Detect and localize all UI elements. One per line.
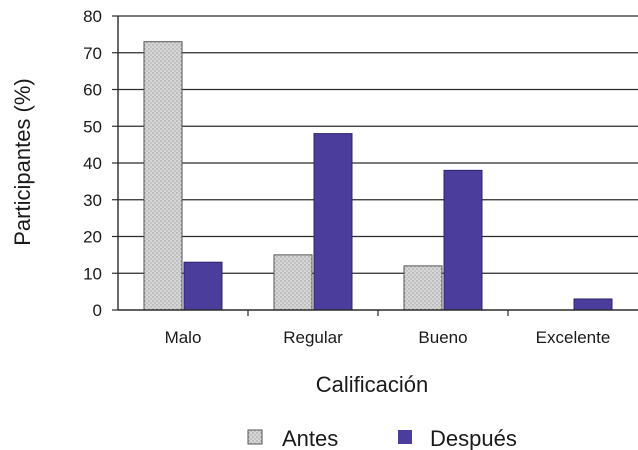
bar-despus-malo: [184, 262, 222, 310]
x-axis-title: Calificación: [316, 372, 429, 397]
bar-antes-regular: [274, 255, 312, 310]
legend-label-antes: Antes: [282, 426, 338, 450]
y-axis-title: Participantes (%): [10, 78, 35, 246]
y-tick-label: 50: [83, 117, 102, 136]
bar-antes-malo: [144, 42, 182, 310]
legend-swatch-despues: [398, 430, 412, 444]
bar-despus-regular: [314, 134, 352, 310]
legend-swatch-antes: [248, 430, 262, 444]
bars: [144, 42, 612, 310]
y-tick-label: 60: [83, 81, 102, 100]
bar-despus-excelente: [574, 299, 612, 310]
y-tick-label: 70: [83, 44, 102, 63]
legend: Antes Después: [248, 426, 517, 450]
y-tick-label: 80: [83, 7, 102, 26]
legend-label-despues: Después: [430, 426, 517, 450]
x-category-label: Regular: [283, 328, 343, 347]
x-category-label: Malo: [165, 328, 202, 347]
x-category-label: Excelente: [536, 328, 611, 347]
y-tick-label: 40: [83, 154, 102, 173]
y-tick-label: 30: [83, 191, 102, 210]
x-category-label: Bueno: [418, 328, 467, 347]
bar-despus-bueno: [444, 170, 482, 310]
y-tick-label: 0: [93, 301, 102, 320]
bar-antes-bueno: [404, 266, 442, 310]
y-tick-label: 10: [83, 264, 102, 283]
category-labels: Malo Regular Bueno Excelente: [165, 328, 611, 347]
y-tick-label: 20: [83, 228, 102, 247]
y-tick-labels: 0 10 20 30 40 50 60 70 80: [83, 7, 102, 320]
